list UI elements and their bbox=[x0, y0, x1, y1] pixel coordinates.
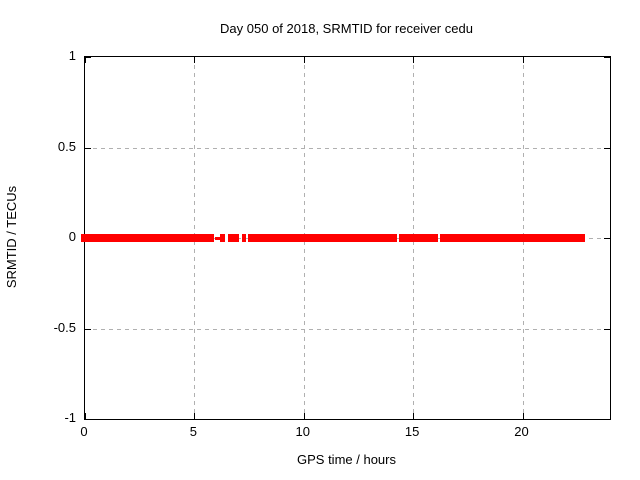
y-tick-mark-right bbox=[604, 419, 610, 420]
y-tick-label-0: 0 bbox=[68, 229, 76, 244]
y-tick-mark-left bbox=[85, 419, 91, 420]
chart-title: Day 050 of 2018, SRMTID for receiver ced… bbox=[220, 21, 473, 36]
data-point-band bbox=[399, 234, 438, 242]
x-tick-label-5: 5 bbox=[189, 424, 197, 439]
x-tick-mark-top bbox=[194, 57, 195, 63]
x-tick-label-0: 0 bbox=[80, 424, 88, 439]
x-tick-label-15: 15 bbox=[404, 424, 420, 439]
x-tick-mark-bottom bbox=[413, 413, 414, 419]
y-tick-label--1: -1 bbox=[64, 410, 76, 425]
gridline-y-0.5 bbox=[85, 148, 610, 149]
y-tick-mark-right bbox=[604, 329, 610, 330]
x-tick-label-20: 20 bbox=[514, 424, 529, 439]
x-tick-mark-top bbox=[413, 57, 414, 63]
y-tick-mark-left bbox=[85, 329, 91, 330]
data-point-band bbox=[228, 234, 239, 242]
data-point-band-sparse bbox=[215, 237, 220, 240]
x-tick-mark-bottom bbox=[85, 413, 86, 419]
x-tick-label-10: 10 bbox=[295, 424, 310, 439]
x-tick-mark-top bbox=[523, 57, 524, 63]
x-tick-mark-bottom bbox=[523, 413, 524, 419]
y-tick-mark-left bbox=[85, 148, 91, 149]
y-tick-mark-right bbox=[604, 238, 610, 239]
gridline-y--0.5 bbox=[85, 329, 610, 330]
y-tick-label-0.5: 0.5 bbox=[57, 138, 76, 154]
x-axis-label: GPS time / hours bbox=[297, 452, 396, 467]
data-point-band bbox=[220, 234, 225, 242]
y-axis-label: SRMTID / TECUs bbox=[4, 185, 19, 289]
data-point-band bbox=[242, 234, 246, 242]
x-tick-mark-top bbox=[304, 57, 305, 63]
data-point-band bbox=[440, 234, 585, 242]
y-tick-mark-right bbox=[604, 57, 610, 58]
x-tick-mark-bottom bbox=[304, 413, 305, 419]
y-tick-mark-left bbox=[85, 57, 91, 58]
y-tick-mark-right bbox=[604, 148, 610, 149]
plot-area bbox=[81, 56, 611, 420]
data-point-band bbox=[248, 234, 397, 242]
x-tick-mark-bottom bbox=[194, 413, 195, 419]
y-tick-label--0.5: -0.5 bbox=[53, 319, 76, 335]
y-tick-label-1: 1 bbox=[68, 48, 76, 63]
data-point-band bbox=[81, 234, 214, 242]
x-tick-mark-top bbox=[85, 57, 86, 63]
